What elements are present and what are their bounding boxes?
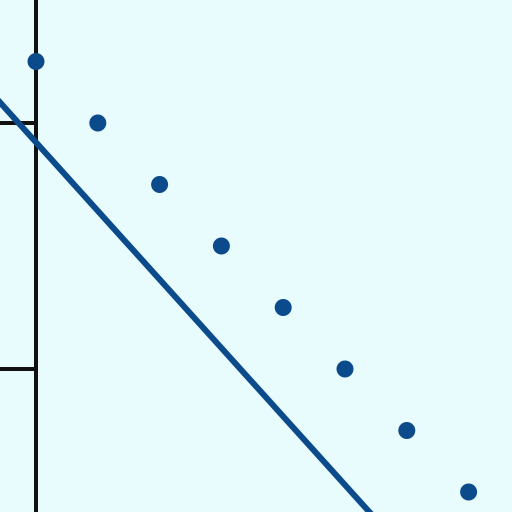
data-point (274, 299, 292, 316)
trend-line (0, 97, 374, 512)
data-points-layer (27, 53, 478, 501)
data-point (398, 422, 416, 439)
data-point (27, 53, 45, 70)
data-point (336, 360, 354, 378)
trend-line-layer (0, 97, 374, 512)
data-point (212, 237, 230, 255)
data-point (89, 114, 107, 132)
data-point (460, 483, 478, 501)
data-point (151, 176, 169, 193)
